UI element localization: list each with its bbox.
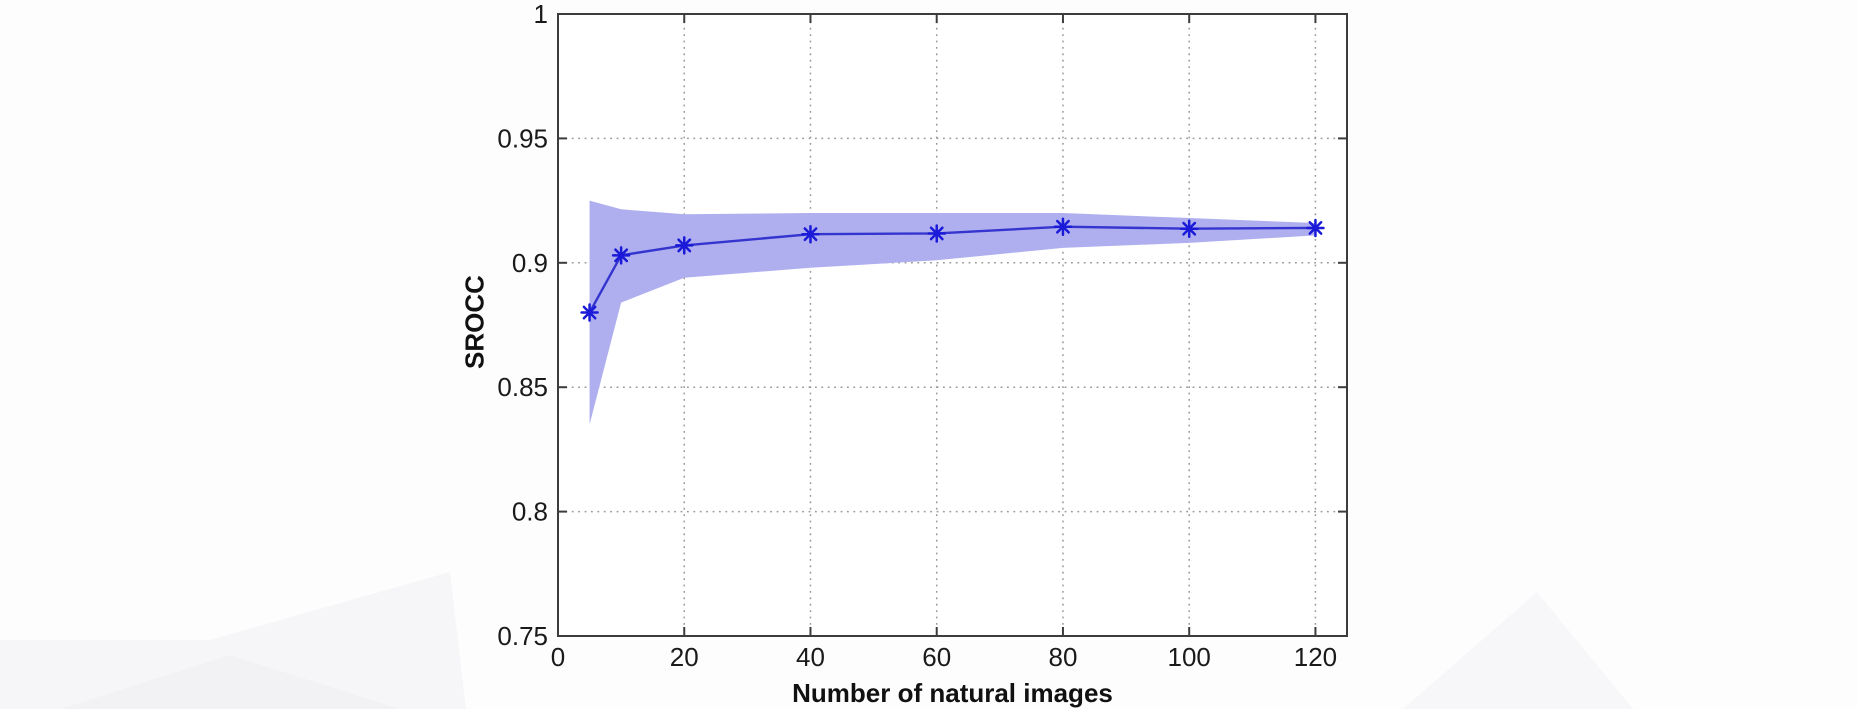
data-point-marker: [1053, 217, 1073, 236]
x-tick-labels: 0 20 40 60 80 100 120: [551, 642, 1337, 672]
data-point-marker: [1179, 219, 1199, 238]
data-point-marker: [611, 246, 631, 265]
mean-line: [588, 225, 1316, 314]
y-tick-label: 0.8: [512, 497, 548, 527]
x-tick-label: 80: [1048, 642, 1077, 672]
plot-border: [557, 13, 1348, 637]
x-tick-label: 120: [1294, 642, 1337, 672]
data-point-markers: [580, 217, 1325, 322]
data-point-marker: [927, 224, 946, 243]
data-point-marker: [1306, 218, 1325, 238]
y-tick-label: 0.95: [497, 123, 548, 153]
axis-ticks: [557, 13, 1347, 637]
y-tick-label: 0.75: [497, 621, 548, 651]
y-tick-label: 1: [534, 0, 548, 29]
x-tick-label: 0: [551, 642, 565, 672]
x-tick-label: 40: [796, 642, 825, 672]
y-tick-label: 0.9: [512, 248, 548, 278]
data-point-marker: [674, 236, 694, 255]
data-point-marker: [801, 224, 820, 244]
x-tick-label: 60: [922, 642, 951, 672]
x-axis-label: Number of natural images: [792, 678, 1113, 708]
y-axis-label: SROCC: [459, 275, 490, 369]
x-tick-label: 20: [670, 642, 699, 672]
confidence-band: [589, 200, 1316, 425]
data-point-marker: [580, 303, 599, 322]
y-tick-label: 0.85: [497, 372, 548, 402]
y-tick-labels: 0.75 0.8 0.85 0.9 0.95 1: [497, 0, 548, 651]
x-tick-label: 100: [1168, 642, 1211, 672]
plot-area: [558, 14, 1347, 636]
grid-lines: [559, 15, 1346, 635]
